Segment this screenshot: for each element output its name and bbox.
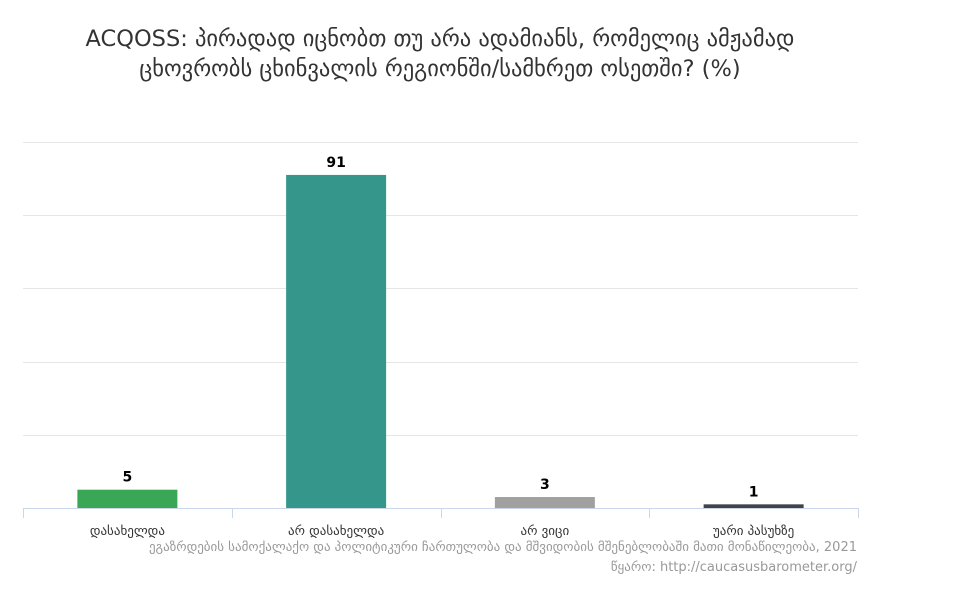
credit-source-link[interactable]: წყარო: http://caucasusbarometer.org/: [610, 560, 857, 575]
bar[interactable]: [494, 497, 595, 508]
data-label: 5: [123, 470, 133, 486]
credit-source-survey: ეგაზრდების სამოქალაქო და პოლიტიკური ჩართ…: [148, 540, 857, 555]
category-label: უარი პასუხზე: [713, 524, 794, 539]
bar[interactable]: [286, 174, 387, 508]
bar[interactable]: [77, 489, 178, 508]
category-label: არ დასახელდა: [288, 524, 384, 539]
chart-title: ACQOSS: პირადად იცნობთ თუ არა ადამიანს, …: [85, 26, 795, 82]
bar[interactable]: [703, 504, 804, 508]
category-label: არ ვიცი: [521, 524, 570, 539]
data-label: 1: [749, 484, 759, 500]
data-label: 3: [540, 477, 550, 493]
category-label: დასახელდა: [90, 524, 165, 539]
data-label: 91: [326, 155, 345, 171]
